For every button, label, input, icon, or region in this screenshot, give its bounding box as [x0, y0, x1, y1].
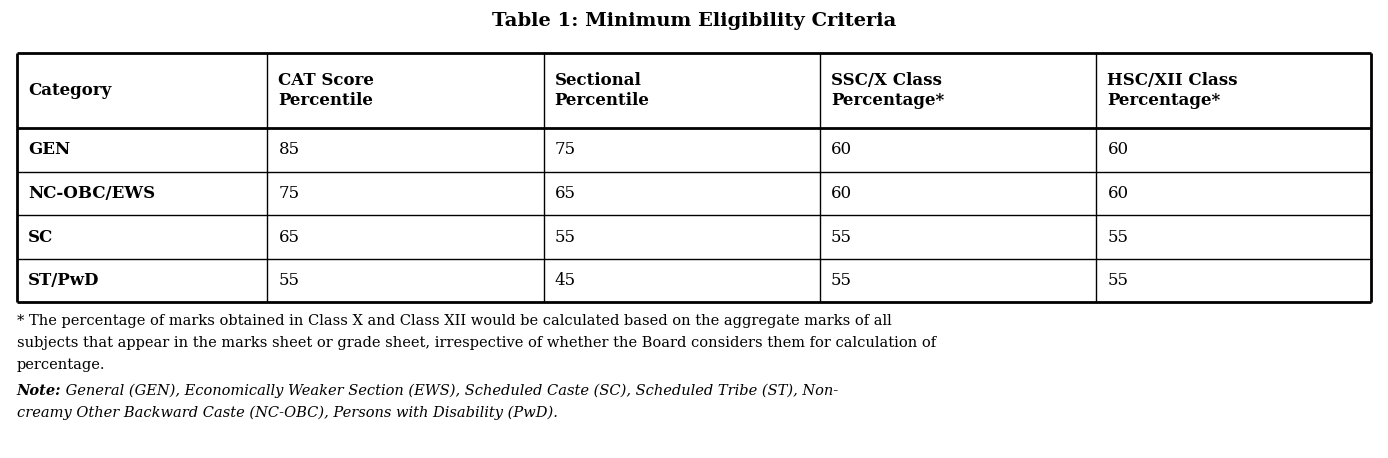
- Text: Sectional
Percentile: Sectional Percentile: [555, 71, 650, 109]
- Text: 55: 55: [1108, 229, 1128, 245]
- Text: GEN: GEN: [28, 142, 69, 158]
- Text: HSC/XII Class
Percentage*: HSC/XII Class Percentage*: [1108, 71, 1238, 109]
- Text: * The percentage of marks obtained in Class X and Class XII would be calculated : * The percentage of marks obtained in Cl…: [17, 314, 891, 328]
- Text: 60: 60: [831, 185, 852, 202]
- Text: 60: 60: [1108, 142, 1128, 158]
- Text: 60: 60: [1108, 185, 1128, 202]
- Text: Category: Category: [28, 82, 111, 99]
- Text: Table 1: Minimum Eligibility Criteria: Table 1: Minimum Eligibility Criteria: [491, 11, 897, 30]
- Text: General (GEN), Economically Weaker Section (EWS), Scheduled Caste (SC), Schedule: General (GEN), Economically Weaker Secti…: [61, 384, 838, 398]
- Text: SSC/X Class
Percentage*: SSC/X Class Percentage*: [831, 71, 944, 109]
- Text: CAT Score
Percentile: CAT Score Percentile: [279, 71, 375, 109]
- Text: 65: 65: [555, 185, 576, 202]
- Text: 45: 45: [555, 272, 576, 289]
- Text: 55: 55: [279, 272, 300, 289]
- Text: 55: 55: [831, 229, 852, 245]
- Text: 65: 65: [279, 229, 300, 245]
- Text: NC-OBC/EWS: NC-OBC/EWS: [28, 185, 155, 202]
- Text: 55: 55: [555, 229, 576, 245]
- Text: percentage.: percentage.: [17, 358, 105, 372]
- Text: subjects that appear in the marks sheet or grade sheet, irrespective of whether : subjects that appear in the marks sheet …: [17, 336, 936, 350]
- Text: Note:: Note:: [17, 384, 61, 398]
- Text: 75: 75: [555, 142, 576, 158]
- Text: 60: 60: [831, 142, 852, 158]
- Text: creamy Other Backward Caste (NC-OBC), Persons with Disability (PwD).: creamy Other Backward Caste (NC-OBC), Pe…: [17, 406, 558, 420]
- Text: 85: 85: [279, 142, 300, 158]
- Text: ST/PwD: ST/PwD: [28, 272, 100, 289]
- Text: 55: 55: [831, 272, 852, 289]
- Text: 75: 75: [279, 185, 300, 202]
- Text: 55: 55: [1108, 272, 1128, 289]
- Text: SC: SC: [28, 229, 53, 245]
